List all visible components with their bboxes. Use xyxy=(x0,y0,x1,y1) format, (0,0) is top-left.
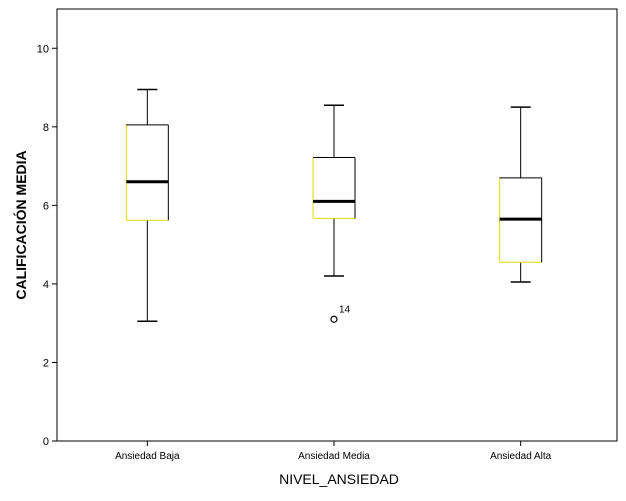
x-axis-title: NIVEL_ANSIEDAD xyxy=(279,471,399,487)
boxes: 14 xyxy=(125,88,543,323)
x-axis: Ansiedad Baja Ansiedad Media Ansiedad Alta xyxy=(115,441,552,462)
x-tick-label: Ansiedad Baja xyxy=(115,451,180,462)
y-tick-label: 0 xyxy=(43,436,49,448)
y-tick-label: 10 xyxy=(37,43,49,55)
box-group xyxy=(499,106,543,283)
box-group: 14 xyxy=(312,104,356,323)
outlier-point xyxy=(330,315,338,323)
y-tick-label: 2 xyxy=(43,357,49,369)
x-tick-label: Ansiedad Alta xyxy=(490,451,552,462)
box-body xyxy=(126,124,169,221)
y-tick-label: 8 xyxy=(43,122,49,134)
y-axis-title: CALIFICACIÓN MEDIA xyxy=(12,150,29,299)
box-body xyxy=(313,157,355,219)
y-tick-label: 6 xyxy=(43,200,49,212)
y-axis: 0 2 4 6 8 10 xyxy=(37,43,57,448)
outlier-label: 14 xyxy=(339,304,351,315)
x-tick-label: Ansiedad Media xyxy=(298,451,370,462)
y-tick-label: 4 xyxy=(43,279,49,291)
box-group xyxy=(125,88,169,322)
